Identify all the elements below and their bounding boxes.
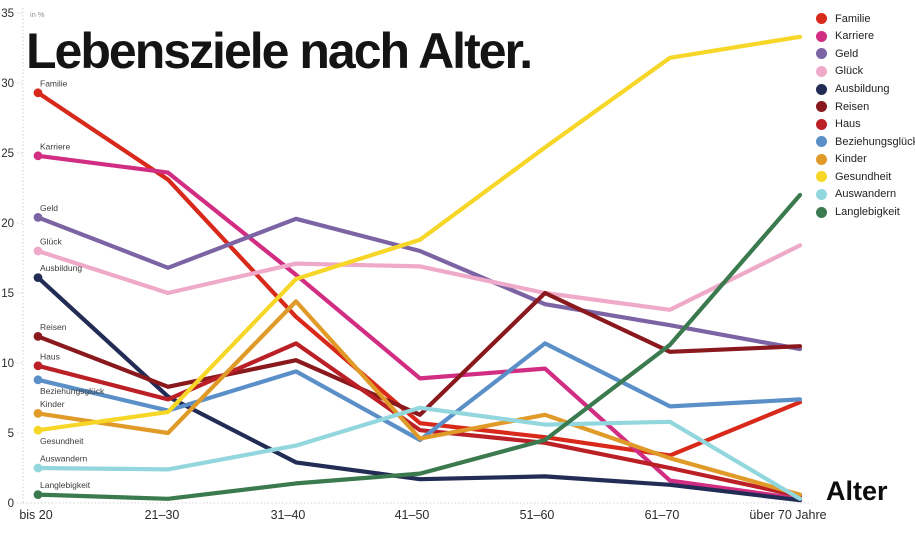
legend-label-auswandern: Auswandern — [835, 188, 897, 201]
series-line-reisen — [35, 290, 803, 417]
series-label-auswandern: Auswandern — [40, 454, 88, 464]
series-line-geld — [35, 215, 803, 352]
series-line-familie — [35, 90, 803, 458]
legend-swatch-auswandern — [816, 188, 827, 200]
legend-label-langlebigkeit: Langlebigkeit — [835, 206, 900, 219]
x-tick-label: 41–50 — [395, 508, 430, 522]
series-line-auswandern — [35, 405, 803, 501]
series-start-dot-langlebigkeit — [33, 490, 43, 499]
y-tick-label: 20 — [1, 218, 14, 230]
series-label-familie: Familie — [40, 78, 68, 88]
legend-item-beziehungsgluck: Beziehungsglück — [816, 135, 915, 148]
series-line-gesundheit — [35, 34, 803, 433]
x-axis-title: Alter — [826, 476, 888, 506]
series-start-dot-haus — [33, 361, 43, 371]
legend-swatch-karriere — [816, 30, 827, 42]
series-start-dot-familie — [33, 88, 43, 98]
legend-item-kinder: Kinder — [816, 153, 915, 166]
legend-item-langlebigkeit: Langlebigkeit — [816, 206, 915, 219]
series-line-beziehungsgluck — [35, 341, 803, 443]
legend-label-karriere: Karriere — [835, 30, 875, 43]
legend-label-gluck: Glück — [835, 65, 864, 78]
series-label-beziehungsgluck: Beziehungsglück — [40, 386, 105, 396]
legend: Familie Karriere Geld Glück Ausbildung Reisen… — [816, 13, 915, 224]
legend-label-reisen: Reisen — [835, 100, 870, 113]
legend-label-kinder: Kinder — [835, 153, 867, 166]
series-line-kinder — [35, 299, 803, 497]
legend-item-familie: Familie — [816, 12, 915, 25]
legend-item-auswandern: Auswandern — [816, 188, 915, 201]
legend-item-geld: Geld — [816, 47, 915, 60]
legend-label-haus: Haus — [835, 118, 861, 131]
legend-item-gluck: Glück — [816, 65, 915, 78]
legend-label-geld: Geld — [835, 47, 859, 60]
series-line-langlebigkeit — [35, 192, 803, 501]
series-label-reisen: Reisen — [40, 322, 67, 332]
unit-label: in % — [30, 10, 45, 19]
series-line-haus — [35, 341, 803, 499]
y-tick-label: 15 — [1, 288, 14, 300]
legend-swatch-gesundheit — [816, 171, 827, 183]
series-label-kinder: Kinder — [40, 399, 65, 409]
series-start-dot-beziehungsgluck — [33, 375, 43, 385]
y-tick-label: 25 — [1, 148, 14, 160]
legend-swatch-haus — [816, 118, 827, 130]
legend-item-karriere: Karriere — [816, 30, 915, 43]
series-line-karriere — [35, 153, 803, 501]
legend-swatch-ausbildung — [816, 83, 827, 95]
x-tick-label: bis 20 — [19, 508, 52, 522]
series-start-dot-ausbildung — [33, 273, 43, 282]
legend-item-gesundheit: Gesundheit — [816, 170, 915, 183]
series-label-haus: Haus — [40, 351, 60, 361]
x-tick-label: über 70 Jahre — [749, 508, 826, 522]
y-tick-label: 5 — [8, 428, 14, 440]
series-label-langlebigkeit: Langlebigkeit — [40, 480, 91, 490]
chart-title: Lebensziele nach Alter. — [26, 23, 533, 79]
y-tick-label: 0 — [8, 498, 14, 510]
series-label-geld: Geld — [40, 203, 58, 213]
legend-swatch-geld — [816, 48, 827, 60]
legend-swatch-beziehungsgluck — [816, 136, 827, 148]
series-start-dot-auswandern — [33, 463, 43, 473]
series-start-dot-gluck — [33, 246, 43, 256]
x-tick-label: 61–70 — [645, 508, 680, 522]
x-tick-label: 31–40 — [271, 508, 306, 522]
series-line-gluck — [35, 243, 803, 312]
series-start-dot-karriere — [33, 151, 43, 161]
series-label-karriere: Karriere — [40, 141, 71, 151]
series-start-dot-reisen — [33, 332, 43, 341]
legend-swatch-reisen — [816, 101, 827, 113]
legend-swatch-kinder — [816, 153, 827, 165]
series-label-ausbildung: Ausbildung — [40, 263, 82, 273]
x-tick-label: 51–60 — [520, 508, 555, 522]
series-start-dot-kinder — [33, 409, 43, 418]
y-tick-label: 35 — [1, 8, 14, 20]
legend-label-familie: Familie — [835, 12, 871, 25]
series-start-dot-geld — [33, 213, 43, 222]
legend-label-ausbildung: Ausbildung — [835, 83, 890, 96]
y-tick-label: 30 — [1, 78, 14, 90]
series-line-ausbildung — [35, 275, 803, 503]
legend-item-ausbildung: Ausbildung — [816, 83, 915, 96]
legend-swatch-langlebigkeit — [816, 206, 827, 218]
legend-item-reisen: Reisen — [816, 100, 915, 113]
y-tick-label: 10 — [1, 358, 14, 370]
series-label-gluck: Glück — [40, 237, 62, 247]
legend-swatch-familie — [816, 13, 827, 25]
legend-item-haus: Haus — [816, 118, 915, 131]
legend-label-gesundheit: Gesundheit — [835, 170, 892, 183]
series-label-gesundheit: Gesundheit — [40, 436, 84, 446]
x-tick-label: 21–30 — [145, 508, 180, 522]
legend-label-beziehungsgluck: Beziehungsglück — [835, 135, 915, 148]
series-start-dot-gesundheit — [33, 425, 43, 435]
legend-swatch-gluck — [816, 65, 827, 77]
